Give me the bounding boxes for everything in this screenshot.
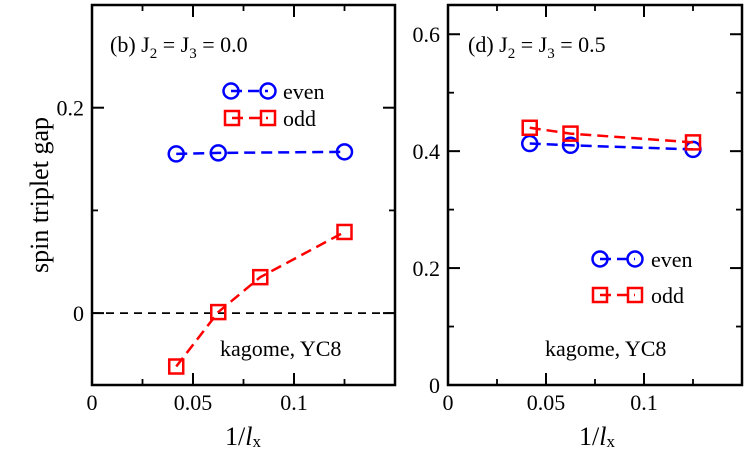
left-odd-point [167, 358, 185, 375]
left-plot-area: 0 0.05 0.1 0 0.2 [57, 5, 395, 415]
right-x-tick-label: 0.05 [527, 390, 566, 415]
left-xlabel-ital: l [245, 422, 252, 451]
left-title-mid: = J [157, 32, 189, 57]
right-title-suffix: = 0.5 [555, 32, 606, 57]
right-series-odd-line [529, 126, 694, 144]
left-panel: 0 0.05 0.100.2 (b) J2 = J3 = 0.0 even odd … [25, 3, 397, 451]
left-panel-title: (b) J2 = J3 = 0.0 [110, 32, 248, 62]
right-xlabel-sub: x [606, 432, 615, 451]
right-x-axis-label: 1/lx [579, 422, 615, 451]
left-x-axis-label: 1/lx [225, 422, 261, 451]
right-plot-area: 0 0.05 0.1 0 0.2 0.4 0.6 [413, 5, 742, 415]
right-y-tick-label: 0.2 [413, 256, 441, 281]
right-title-sub1: 2 [508, 46, 516, 62]
right-panel-title: (d) J2 = J3 = 0.5 [468, 32, 606, 62]
right-title-prefix: (d) J [468, 32, 508, 57]
left-y-tick-label: 0 [73, 301, 84, 326]
left-legend-odd-marker-a [223, 109, 241, 127]
right-xlabel-ital: l [599, 422, 606, 451]
left-even-point [335, 143, 354, 161]
left-y-axis-label: spin triplet gap [25, 117, 54, 273]
left-title-prefix: (b) J [110, 32, 150, 57]
left-xlabel-sub: x [252, 432, 261, 451]
right-odd-point [521, 119, 538, 137]
right-x-tick-label: 0 [443, 390, 454, 415]
right-y-tick-label: 0.6 [413, 22, 441, 47]
right-title-mid: = J [515, 32, 547, 57]
right-title-sub2: 3 [547, 46, 555, 62]
right-legend-odd-marker-b [626, 286, 644, 304]
left-x-tick-label: 0.05 [174, 390, 213, 415]
left-legend-even-marker-a [222, 82, 240, 100]
left-x-tick-label: 0.1 [280, 390, 308, 415]
left-odd-point [336, 223, 353, 241]
right-odd-point [562, 125, 579, 142]
left-even-point [167, 145, 185, 163]
right-legend-even-marker-b [626, 250, 644, 268]
left-legend: even odd [222, 79, 325, 131]
left-y-tick-label: 0.2 [57, 96, 85, 121]
right-legend-odd-label: odd [651, 283, 684, 308]
left-even-point [209, 144, 227, 162]
left-series-odd-line [175, 230, 346, 368]
left-title-suffix: = 0.0 [197, 32, 248, 57]
right-x-tick-label: 0.1 [630, 390, 658, 415]
right-annotation: kagome, YC8 [545, 336, 666, 361]
left-title-sub1: 2 [150, 46, 158, 62]
left-odd-point [252, 268, 269, 286]
left-legend-odd-label: odd [283, 106, 316, 131]
right-even-point [561, 136, 580, 155]
left-legend-even-label: even [283, 79, 325, 104]
right-legend-even-marker-a [591, 250, 609, 268]
right-odd-point [684, 134, 702, 151]
right-series-even-line [529, 142, 694, 151]
right-xlabel-main: 1/ [579, 422, 600, 451]
left-xlabel-main: 1/ [225, 422, 246, 451]
right-legend-even-label: even [651, 247, 693, 272]
left-legend-odd-marker-b [259, 109, 277, 127]
right-legend-odd-marker-a [591, 286, 609, 304]
right-legend: even odd [591, 247, 693, 308]
left-annotation: kagome, YC8 [220, 336, 341, 361]
left-odd-point [210, 303, 227, 321]
right-y-tick-label: 0.4 [413, 139, 441, 164]
left-title-sub2: 3 [189, 46, 197, 62]
right-y-tick-label: 0 [429, 373, 440, 398]
right-even-point [520, 134, 539, 153]
left-series-even-line [176, 150, 345, 156]
left-legend-even-marker-b [259, 82, 277, 100]
right-panel: 0 0.05 0.1 0 0.2 0.4 0.6 (d) J2 = J3 = 0.5 eve… [413, 3, 744, 451]
left-x-tick-label: 0 [87, 390, 98, 415]
